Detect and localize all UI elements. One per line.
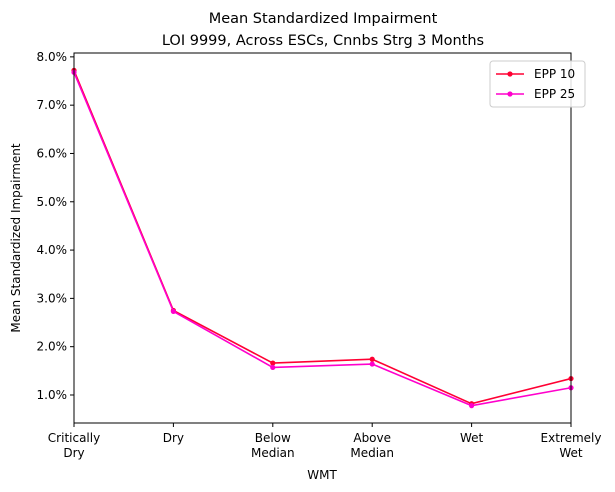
y-tick-label: 8.0%	[37, 50, 68, 64]
x-tick-label: Critically Dry	[48, 431, 100, 460]
series-line	[73, 72, 572, 407]
y-tick-label: 7.0%	[37, 98, 68, 112]
data-point	[270, 360, 276, 366]
legend-marker	[507, 71, 513, 77]
y-tick-label: 3.0%	[37, 291, 68, 305]
x-tick-label: Below Median	[251, 431, 295, 460]
y-tick-label: 5.0%	[37, 195, 68, 209]
data-point	[469, 403, 475, 409]
legend: EPP 10 EPP 25	[489, 60, 586, 108]
x-tick-label: Above Median	[350, 431, 394, 460]
legend-item: EPP 10	[496, 67, 575, 81]
series-2	[71, 69, 574, 409]
y-tick-label: 6.0%	[37, 146, 68, 160]
y-tick-label: 4.0%	[37, 243, 68, 257]
chart-title: Mean Standardized Impairment	[209, 11, 438, 27]
x-tick-label: Dry	[163, 431, 184, 445]
legend-box	[489, 60, 586, 108]
legend-marker	[507, 91, 513, 97]
series-line	[73, 70, 572, 405]
legend-label: EPP 25	[534, 87, 575, 101]
data-point	[170, 308, 176, 315]
y-axis-label: Mean Standardized Impairment	[9, 143, 23, 332]
data-point	[270, 364, 276, 371]
y-tick-label: 1.0%	[37, 388, 68, 402]
y-tick-label: 2.0%	[37, 340, 68, 354]
legend-item: EPP 25	[496, 87, 575, 101]
data-point	[369, 361, 375, 367]
plot-area	[73, 52, 572, 424]
data-point	[369, 356, 375, 362]
chart-subtitle: LOI 9999, Across ESCs, Cnnbs Strg 3 Mont…	[162, 33, 484, 49]
x-tick-label: Wet	[460, 431, 484, 445]
series-1	[71, 67, 574, 407]
legend-label: EPP 10	[534, 67, 575, 81]
x-tick-label: Extremely Wet	[541, 431, 602, 460]
x-axis-label: WMT	[307, 468, 337, 482]
